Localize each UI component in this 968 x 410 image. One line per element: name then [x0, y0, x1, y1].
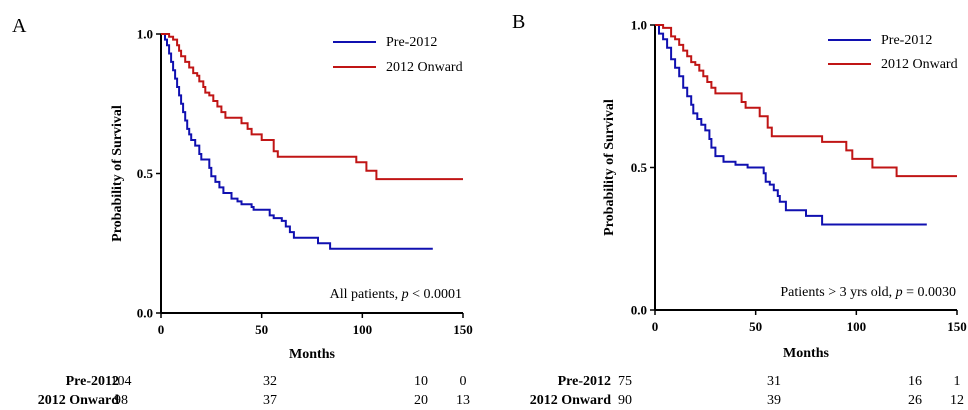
risk-count: 39	[767, 393, 781, 408]
annotation-value: = 0.0030	[903, 285, 956, 300]
annotation-p: p	[895, 285, 903, 300]
chart-panel-b: B 0.0 0.5 1.0 0 50 100 150 Months Probability of …	[512, 11, 967, 408]
risk-row-label: Pre-2012	[66, 374, 119, 389]
annotation-value: < 0.0001	[409, 287, 462, 302]
annotation-text: Patients > 3 yrs old,	[780, 285, 895, 300]
legend-label: 2012 Onward	[881, 57, 958, 72]
risk-row-label: 2012 Onward	[38, 393, 120, 408]
series-line-2012-onward	[161, 33, 463, 181]
risk-count: 10	[414, 374, 428, 389]
series-line-2012-onward	[655, 24, 957, 178]
y-tick-label: 0.5	[631, 160, 648, 175]
series-line-pre-2012	[655, 24, 927, 226]
risk-count: 12	[950, 393, 964, 408]
y-axis-label: Probability of Survival	[110, 105, 125, 242]
y-tick-label: 0.0	[631, 303, 647, 318]
risk-count: 104	[111, 374, 132, 389]
risk-row-label: Pre-2012	[558, 374, 611, 389]
x-tick-label: 150	[453, 322, 473, 337]
x-tick-label: 50	[749, 319, 762, 334]
x-axis-label: Months	[783, 346, 829, 361]
x-tick-label: 0	[652, 319, 659, 334]
panel-letter: B	[512, 11, 525, 33]
risk-count: 1	[954, 374, 961, 389]
x-axis-label: Months	[289, 347, 335, 362]
y-tick-label: 1.0	[137, 27, 153, 42]
risk-count: 90	[618, 393, 632, 408]
p-value-annotation: Patients > 3 yrs old, p = 0.0030	[780, 285, 956, 300]
risk-count: 98	[114, 393, 128, 408]
y-tick-label: 0.0	[137, 306, 153, 321]
legend-label: Pre-2012	[386, 35, 437, 50]
risk-count: 32	[263, 374, 277, 389]
series-line-pre-2012	[161, 33, 433, 250]
risk-count: 31	[767, 374, 781, 389]
p-value-annotation: All patients, p < 0.0001	[330, 287, 462, 302]
y-axis-label: Probability of Survival	[602, 99, 617, 236]
x-tick-label: 50	[255, 322, 268, 337]
risk-count: 13	[456, 393, 470, 408]
x-tick-label: 100	[353, 322, 373, 337]
annotation-text: All patients,	[330, 287, 402, 302]
risk-count: 0	[460, 374, 467, 389]
risk-count: 75	[618, 374, 632, 389]
legend-label: 2012 Onward	[386, 60, 463, 75]
x-tick-label: 0	[158, 322, 165, 337]
y-tick-label: 0.5	[137, 166, 154, 181]
risk-count: 20	[414, 393, 428, 408]
x-tick-label: 100	[847, 319, 867, 334]
panel-letter: A	[12, 15, 27, 37]
annotation-p: p	[401, 287, 409, 302]
y-tick-label: 1.0	[631, 18, 647, 33]
legend-label: Pre-2012	[881, 33, 932, 48]
risk-count: 16	[908, 374, 922, 389]
risk-count: 26	[908, 393, 922, 408]
risk-count: 37	[263, 393, 277, 408]
x-tick-label: 150	[947, 319, 967, 334]
risk-row-label: 2012 Onward	[530, 393, 612, 408]
